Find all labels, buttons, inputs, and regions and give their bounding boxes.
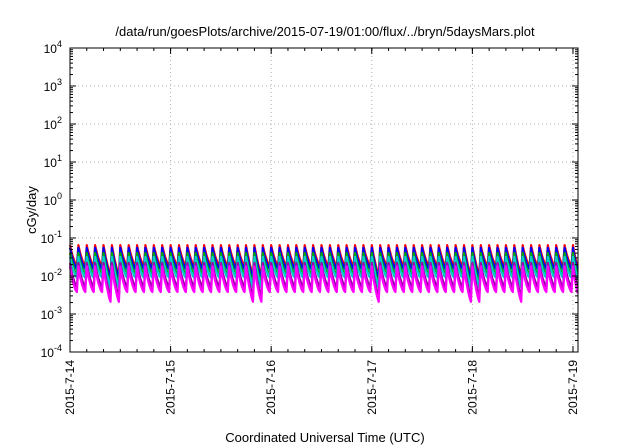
y-tick-label: 10-2 [41,267,62,284]
y-axis-label: cGy/day [24,186,39,234]
x-axis-label: Coordinated Universal Time (UTC) [225,430,424,445]
y-tick-label: 10-1 [41,229,62,246]
y-tick-label: 102 [44,115,62,132]
x-tick-label: 2015-7-15 [164,360,178,415]
series-group [68,244,579,303]
x-tick-label: 2015-7-17 [365,360,379,415]
series-line-4 [68,255,579,289]
series-line-6 [68,265,579,303]
x-tick-label: 2015-7-16 [264,360,278,415]
grid [70,48,578,352]
y-tick-label: 10-3 [41,305,62,322]
y-tick-label: 103 [44,77,62,94]
x-axis: 2015-7-14 2015-7-15 2015-7-16 2015-7-17 2015… [63,48,580,415]
chart-title: /data/run/goesPlots/archive/2015-07-19/0… [115,24,535,39]
y-tick-label: 10-4 [41,343,62,360]
y-axis: 10-4 10-3 10-2 10-1 100 101 102 103 104 [41,39,578,360]
x-tick-label: 2015-7-14 [63,360,77,415]
x-tick-label: 2015-7-19 [566,360,580,415]
series-line-2 [68,246,579,281]
y-tick-label: 101 [44,153,62,170]
y-tick-label: 100 [44,191,62,208]
x-tick-label: 2015-7-18 [465,360,479,415]
y-tick-label: 104 [44,39,62,56]
